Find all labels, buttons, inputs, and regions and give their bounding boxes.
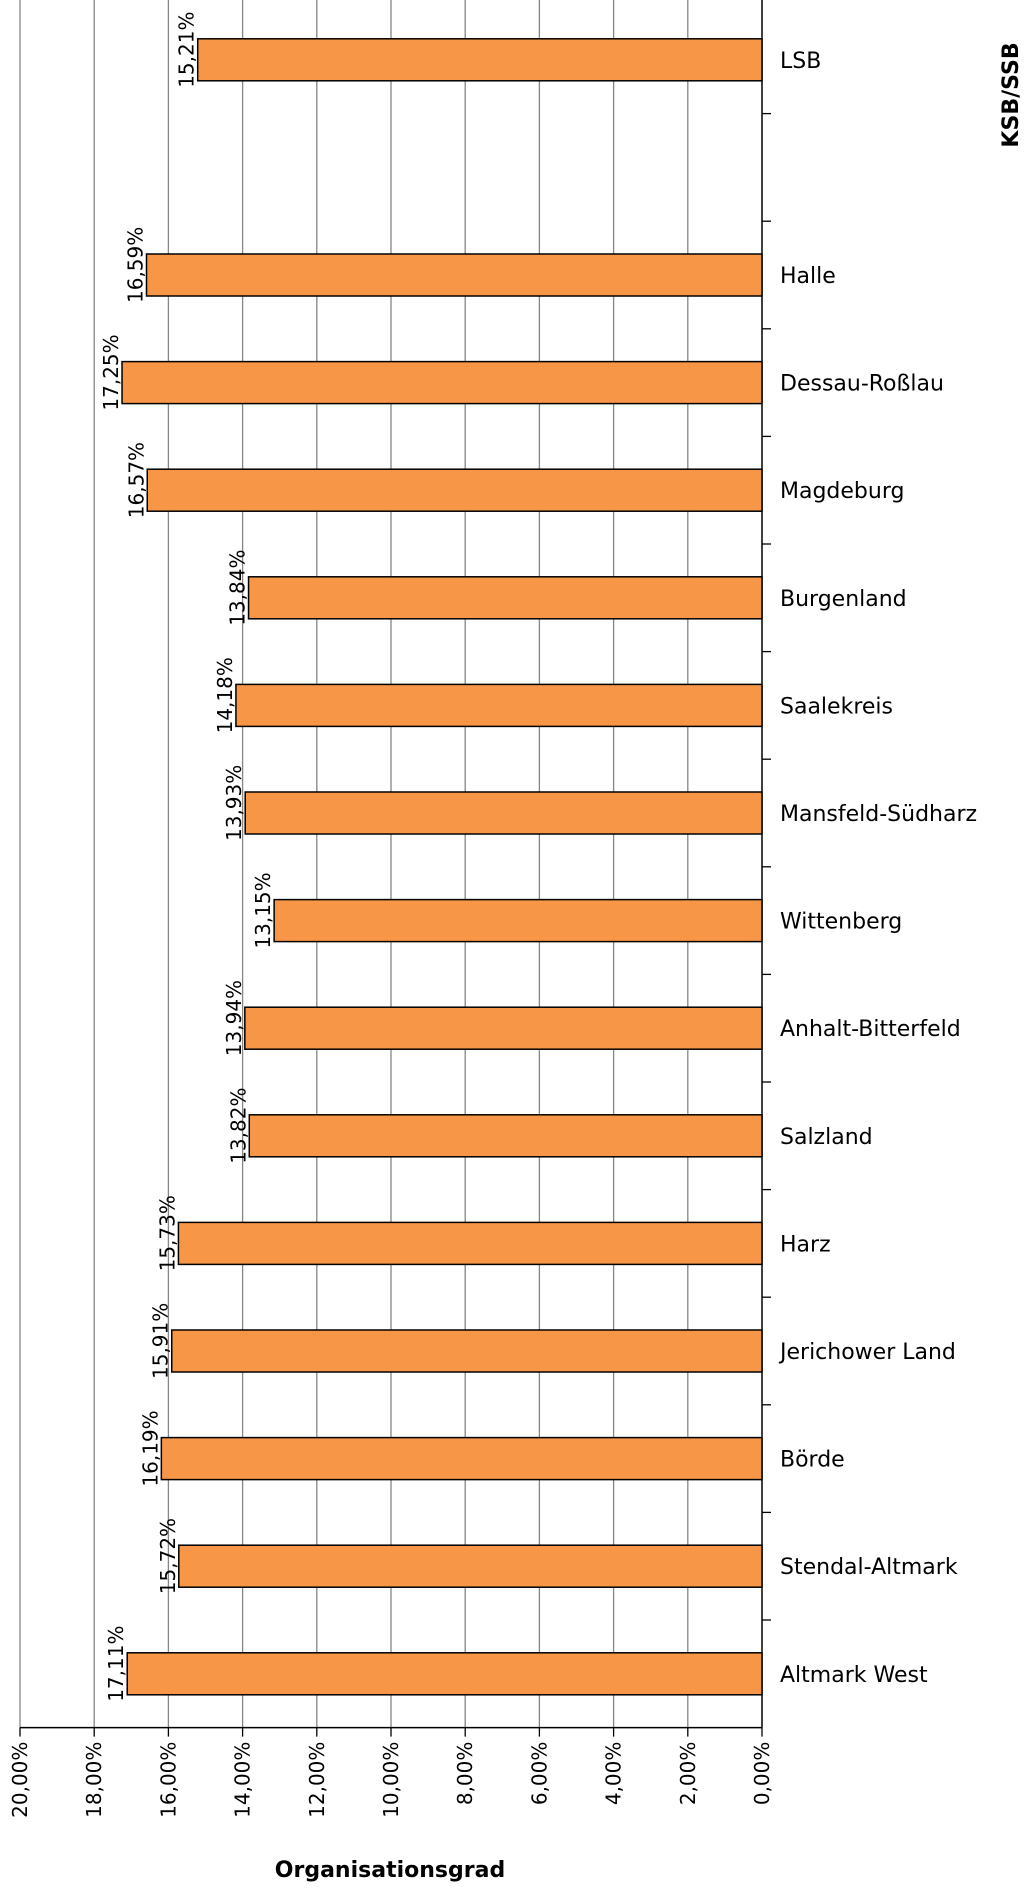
x-tick-label: 8,00% bbox=[453, 1742, 477, 1806]
data-label: 13,15% bbox=[251, 872, 275, 948]
category-label: Dessau-Roßlau bbox=[780, 372, 944, 397]
data-label: 15,72% bbox=[156, 1518, 180, 1594]
data-label: 15,21% bbox=[175, 12, 199, 88]
category-label: Börde bbox=[780, 1448, 845, 1473]
category-label: Salzland bbox=[780, 1125, 873, 1150]
bar bbox=[160, 1436, 763, 1481]
x-tick-label: 12,00% bbox=[305, 1742, 329, 1818]
bar bbox=[244, 1006, 763, 1050]
bar bbox=[145, 253, 763, 297]
bar bbox=[273, 898, 763, 943]
x-tick-label: 20,00% bbox=[8, 1742, 32, 1818]
category-label: LSB bbox=[780, 49, 821, 74]
category-label: Burgenland bbox=[780, 587, 907, 612]
bar bbox=[248, 1114, 763, 1158]
category-label: Saalekreis bbox=[780, 694, 893, 719]
data-labels: 15,21% 16,59% 17,25% 16,57% 13,84% 14,18% 13,9… bbox=[99, 12, 275, 1702]
x-tick-label: 4,00% bbox=[602, 1742, 626, 1806]
data-label: 13,82% bbox=[226, 1088, 250, 1164]
bar bbox=[178, 1544, 763, 1588]
x-axis-title: Organisationsgrad bbox=[275, 1858, 505, 1883]
bar bbox=[146, 468, 763, 512]
bar bbox=[196, 38, 763, 82]
value-axis: 20,00% 18,00% 16,00% 14,00% 12,00% 10,00% 8,00… bbox=[8, 0, 774, 1818]
x-tick-label: 0,00% bbox=[750, 1742, 774, 1806]
bar bbox=[121, 360, 763, 405]
bar bbox=[235, 683, 763, 728]
category-label: Altmark West bbox=[780, 1663, 928, 1688]
x-tick-label: 10,00% bbox=[379, 1742, 403, 1818]
category-label: Mansfeld-Südharz bbox=[780, 802, 977, 827]
data-label: 15,91% bbox=[149, 1303, 173, 1379]
bar bbox=[177, 1221, 763, 1266]
x-tick-label: 14,00% bbox=[231, 1742, 255, 1818]
category-label: Anhalt-Bitterfeld bbox=[780, 1017, 961, 1042]
x-tick-label: 16,00% bbox=[156, 1742, 180, 1818]
data-label: 13,93% bbox=[222, 765, 246, 841]
category-label: Harz bbox=[780, 1232, 831, 1257]
x-tick-label: 6,00% bbox=[527, 1742, 551, 1806]
category-label: Jerichower Land bbox=[778, 1340, 956, 1365]
bar bbox=[126, 1652, 763, 1696]
bar bbox=[170, 1329, 763, 1373]
data-label: 13,84% bbox=[226, 550, 250, 626]
category-label: Halle bbox=[780, 264, 836, 289]
data-label: 15,73% bbox=[155, 1195, 179, 1271]
category-label: Wittenberg bbox=[780, 910, 902, 935]
x-tick-label: 18,00% bbox=[82, 1742, 106, 1818]
x-tick-label: 2,00% bbox=[676, 1742, 700, 1806]
data-label: 14,18% bbox=[213, 657, 237, 733]
category-label: Stendal-Altmark bbox=[780, 1555, 958, 1580]
category-axis: LSB Halle Dessau-Roßlau Magdeburg Burgenland… bbox=[762, 49, 977, 1688]
data-label: 17,11% bbox=[104, 1626, 128, 1702]
bars bbox=[121, 38, 763, 1696]
bar bbox=[247, 576, 763, 620]
data-label: 13,94% bbox=[222, 980, 246, 1056]
y-axis-title: KSB/SSB bbox=[999, 42, 1024, 147]
data-label: 17,25% bbox=[99, 334, 123, 410]
bar bbox=[244, 791, 763, 835]
data-label: 16,59% bbox=[124, 227, 148, 303]
category-label: Magdeburg bbox=[780, 479, 904, 504]
data-label: 16,19% bbox=[138, 1410, 162, 1486]
data-label: 16,57% bbox=[124, 442, 148, 518]
